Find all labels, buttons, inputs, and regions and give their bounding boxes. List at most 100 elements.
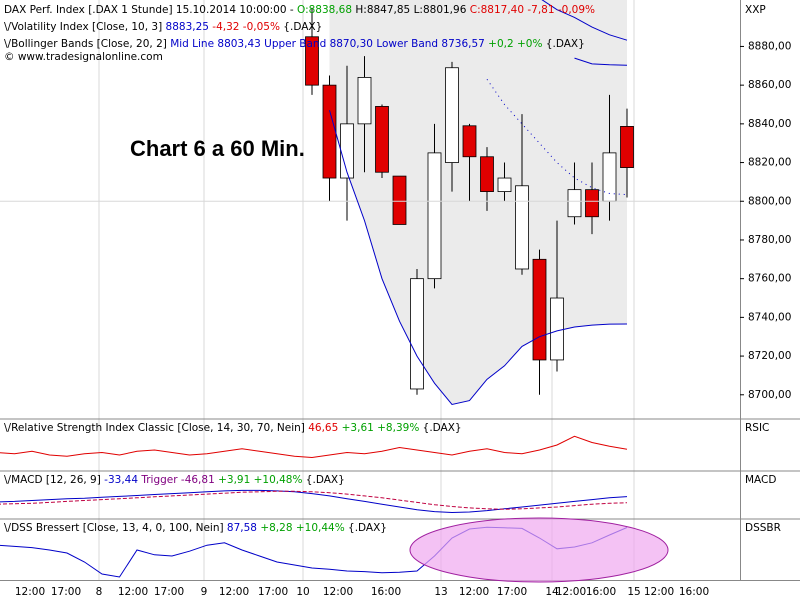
indicator-line bbox=[0, 490, 628, 510]
panel-header: \/MACD [12, 26, 9] -33,44 Trigger -46,81… bbox=[4, 474, 345, 486]
candle-body bbox=[427, 152, 442, 280]
candle-body bbox=[340, 123, 354, 179]
axis-name: RSIC bbox=[745, 422, 769, 434]
axis-name: DSSBR bbox=[745, 522, 781, 534]
candle-body bbox=[305, 36, 319, 86]
y-tick-label: 8760,00 bbox=[748, 273, 791, 285]
y-tick-label: 8720,00 bbox=[748, 350, 791, 362]
x-tick-label: 17:00 bbox=[497, 586, 527, 598]
x-tick-label: 8 bbox=[96, 586, 103, 598]
x-tick-label: 16:00 bbox=[679, 586, 709, 598]
header-segment: +3,91 +10,48% bbox=[218, 474, 306, 486]
y-tick-label: 8840,00 bbox=[748, 118, 791, 130]
header-segment: DAX Perf. Index [.DAX 1 Stunde] 15.10.20… bbox=[4, 4, 297, 16]
header-segment: +0,2 +0% bbox=[488, 38, 546, 50]
panel-header: © www.tradesignalonline.com bbox=[4, 51, 163, 63]
x-tick-label: 12:00 bbox=[323, 586, 353, 598]
indicator-line bbox=[0, 489, 628, 514]
header-segment: 87,58 bbox=[227, 522, 260, 534]
chart-annotation: Chart 6 a 60 Min. bbox=[130, 136, 305, 161]
indicator-line bbox=[0, 435, 628, 459]
candle-body bbox=[497, 177, 512, 192]
y-tick-label: 8880,00 bbox=[748, 40, 791, 52]
x-tick-label: 12:00 bbox=[118, 586, 148, 598]
y-tick-label: 8800,00 bbox=[748, 195, 791, 207]
header-segment: {.DAX} bbox=[306, 474, 345, 486]
candle-body bbox=[550, 297, 564, 361]
highlight-ellipse bbox=[409, 517, 669, 583]
header-segment: -33,44 bbox=[104, 474, 141, 486]
candle-body bbox=[620, 126, 634, 168]
y-tick-label: 8860,00 bbox=[748, 79, 791, 91]
x-tick-label: 14 bbox=[545, 586, 559, 598]
indicator-line bbox=[541, 0, 628, 41]
header-segment: \/Volatility Index [Close, 10, 3] bbox=[4, 21, 166, 33]
series-group bbox=[0, 435, 628, 459]
panel-frames bbox=[0, 0, 800, 581]
indicator-line bbox=[329, 110, 628, 406]
y-tick-label: 8700,00 bbox=[748, 389, 791, 401]
candle-body bbox=[357, 77, 372, 125]
x-tick-label: 10 bbox=[296, 586, 309, 598]
axis-name: MACD bbox=[745, 474, 776, 486]
header-segment: © www.tradesignalonline.com bbox=[4, 51, 163, 63]
header-segment: \/Bollinger Bands [Close, 20, 2] bbox=[4, 38, 170, 50]
y-tick-label: 8820,00 bbox=[748, 157, 791, 169]
candle-body bbox=[322, 84, 337, 179]
x-tick-label: 16:00 bbox=[371, 586, 401, 598]
x-tick-label: 17:00 bbox=[154, 586, 184, 598]
x-tick-label: 12:00 bbox=[459, 586, 489, 598]
candle-body bbox=[392, 175, 407, 225]
top-layer: 8700,00 8720,00 8740,00 8760,00 8780,00 8800,… bbox=[4, 4, 791, 598]
header-segment: \/DSS Bressert [Close, 13, 4, 0, 100, Ne… bbox=[4, 522, 227, 534]
candle-body bbox=[445, 67, 459, 163]
candle-body bbox=[515, 185, 529, 270]
header-segment: O:8838,68 bbox=[297, 4, 352, 16]
axis-name: XXP bbox=[745, 4, 766, 16]
candle-body bbox=[567, 189, 582, 218]
header-segment: \/MACD [12, 26, 9] bbox=[4, 474, 104, 486]
layer bbox=[0, 0, 740, 578]
x-tick-label: 13 bbox=[434, 586, 447, 598]
header-segment: +8,28 +10,44% bbox=[260, 522, 348, 534]
header-segment: {.DAX} bbox=[423, 422, 462, 434]
x-tick-label: 12:00 bbox=[15, 586, 45, 598]
x-tick-label: 16:00 bbox=[586, 586, 616, 598]
panel-header: DAX Perf. Index [.DAX 1 Stunde] 15.10.20… bbox=[4, 4, 595, 16]
indicator-line bbox=[574, 57, 628, 66]
x-tick-label: 12:00 bbox=[644, 586, 674, 598]
header-segment: \/Relative Strength Index Classic [Close… bbox=[4, 422, 308, 434]
x-tick-label: 9 bbox=[201, 586, 208, 598]
candle-body bbox=[532, 258, 547, 361]
header-segment: 8883,25 bbox=[166, 21, 213, 33]
panel-header: \/Relative Strength Index Classic [Close… bbox=[4, 422, 462, 434]
header-segment: Mid Line 8803,43 Upper Band 8870,30 Lowe… bbox=[170, 38, 488, 50]
candle-body bbox=[585, 189, 599, 218]
header-segment: +3,61 +8,39% bbox=[342, 422, 423, 434]
x-tick-label: 15 bbox=[627, 586, 640, 598]
x-tick-label: 12:00 bbox=[219, 586, 249, 598]
x-tick-label: 17:00 bbox=[51, 586, 81, 598]
candle-body bbox=[462, 125, 477, 158]
candle-body bbox=[410, 278, 424, 390]
header-segment: Trigger -46,81 bbox=[140, 474, 218, 486]
series-group bbox=[329, 0, 628, 406]
header-segment: {.DAX} bbox=[348, 522, 387, 534]
panel-header: \/Bollinger Bands [Close, 20, 2] Mid Lin… bbox=[4, 38, 585, 50]
x-tick-label: 17:00 bbox=[258, 586, 288, 598]
series-group bbox=[0, 489, 628, 514]
header-segment: {.DAX} bbox=[283, 21, 322, 33]
header-segment: H:8847,85 L:8801,96 bbox=[352, 4, 470, 16]
y-tick-label: 8740,00 bbox=[748, 311, 791, 323]
header-segment: C:8817,40 -7,81 -0,09% bbox=[470, 4, 595, 16]
header-segment: -4,32 -0,05% bbox=[212, 21, 283, 33]
candle-body bbox=[375, 106, 389, 173]
panel-header: \/DSS Bressert [Close, 13, 4, 0, 100, Ne… bbox=[4, 522, 387, 534]
y-tick-label: 8780,00 bbox=[748, 234, 791, 246]
candle-body bbox=[480, 156, 494, 192]
panel-header: \/Volatility Index [Close, 10, 3] 8883,2… bbox=[4, 21, 322, 33]
header-segment: {.DAX} bbox=[546, 38, 585, 50]
header-segment: 46,65 bbox=[308, 422, 341, 434]
x-tick-label: 12:00 bbox=[556, 586, 586, 598]
